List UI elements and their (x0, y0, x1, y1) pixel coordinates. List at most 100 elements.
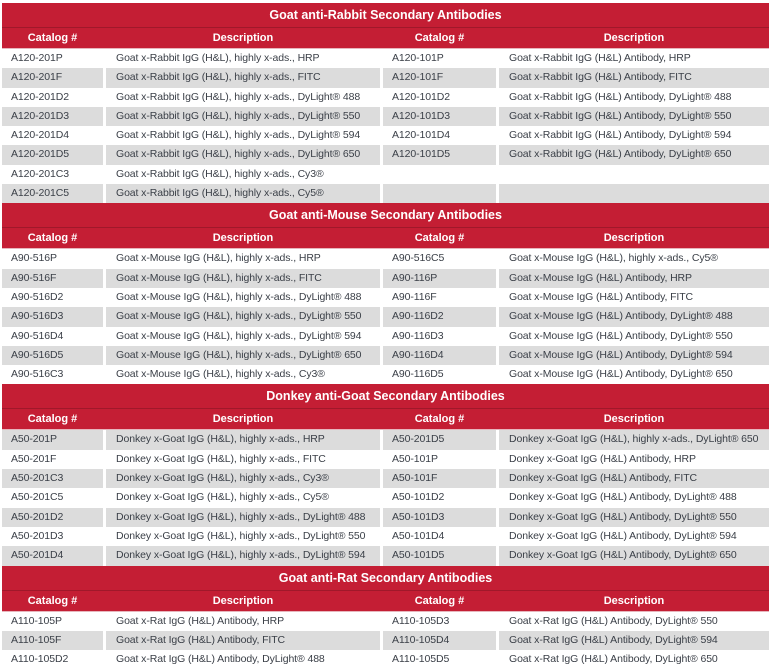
catalog-cell: A120-201P (2, 49, 103, 69)
description-cell (499, 184, 769, 204)
catalog-cell: A50-201D5 (383, 430, 496, 450)
description-cell: Goat x-Mouse IgG (H&L) Antibody, DyLight… (499, 307, 769, 327)
catalog-cell: A90-516F (2, 268, 103, 288)
table-header-row: Catalog # Description Catalog # Description (2, 28, 769, 49)
description-cell: Donkey x-Goat IgG (H&L), highly x-ads., … (499, 430, 769, 450)
catalog-cell: A120-201D2 (2, 87, 103, 107)
catalog-cell: A110-105D2 (2, 650, 103, 670)
column-header-catalog: Catalog # (414, 413, 465, 426)
table-row: A120-201D5 Goat x-Rabbit IgG (H&L), highl… (2, 145, 769, 165)
catalog-cell: A90-116D4 (383, 345, 496, 366)
column-header-catalog: Catalog # (27, 594, 78, 607)
table-row: A50-201D3 Donkey x-Goat IgG (H&L), highly… (2, 526, 769, 547)
section-title: Goat anti-Rabbit Secondary Antibodies (2, 3, 769, 28)
column-header-catalog: Catalog # (414, 594, 465, 607)
description-cell: Goat x-Mouse IgG (H&L), highly x-ads., D… (106, 307, 380, 327)
catalog-cell: A120-101D5 (383, 145, 496, 165)
description-cell: Donkey x-Goat IgG (H&L), highly x-ads., … (106, 449, 380, 470)
catalog-cell: A50-201F (2, 449, 103, 470)
table-row: A90-516P Goat x-Mouse IgG (H&L), highly x… (2, 249, 769, 269)
description-cell: Goat x-Rabbit IgG (H&L), highly x-ads., … (106, 87, 380, 107)
description-cell: Goat x-Mouse IgG (H&L), highly x-ads., H… (106, 249, 380, 269)
catalog-cell: A50-101F (383, 469, 496, 489)
description-cell: Donkey x-Goat IgG (H&L) Antibody, HRP (499, 449, 769, 470)
description-cell: Donkey x-Goat IgG (H&L) Antibody, DyLigh… (499, 507, 769, 527)
table-header-row: Catalog # Description Catalog # Description (2, 409, 769, 431)
catalog-cell: A50-201C5 (2, 488, 103, 508)
table-row: A90-516D4 Goat x-Mouse IgG (H&L), highly … (2, 326, 769, 346)
catalog-cell: A90-116P (383, 268, 496, 288)
catalog-cell (383, 164, 496, 185)
catalog-cell: A110-105D5 (383, 650, 496, 670)
catalog-cell: A110-105D3 (383, 611, 496, 631)
description-cell: Goat x-Mouse IgG (H&L) Antibody, DyLight… (499, 326, 769, 346)
description-cell: Goat x-Mouse IgG (H&L), highly x-ads., C… (499, 249, 769, 269)
description-cell: Goat x-Mouse IgG (H&L) Antibody, DyLight… (499, 345, 769, 366)
catalog-cell: A50-101D4 (383, 526, 496, 547)
column-header-description: Description (212, 32, 274, 44)
catalog-cell: A120-201D4 (2, 126, 103, 146)
table-row: A120-201C5 Goat x-Rabbit IgG (H&L), highl… (2, 184, 769, 204)
table-row: A120-201C3 Goat x-Rabbit IgG (H&L), highl… (2, 164, 769, 185)
column-header-description: Description (212, 594, 274, 607)
description-cell: Goat x-Rabbit IgG (H&L), highly x-ads., … (106, 49, 380, 69)
table-row: A120-201F Goat x-Rabbit IgG (H&L), highly… (2, 68, 769, 88)
table-row: A90-516C3 Goat x-Mouse IgG (H&L), highly … (2, 365, 769, 385)
catalog-cell: A90-116F (383, 287, 496, 308)
catalog-cell: A90-116D3 (383, 326, 496, 346)
catalog-cell: A90-516D2 (2, 287, 103, 308)
description-cell: Goat x-Mouse IgG (H&L) Antibody, HRP (499, 268, 769, 288)
description-cell: Goat x-Mouse IgG (H&L) Antibody, FITC (499, 287, 769, 308)
catalog-cell: A90-116D2 (383, 307, 496, 327)
description-cell: Goat x-Mouse IgG (H&L), highly x-ads., F… (106, 268, 380, 288)
description-cell: Donkey x-Goat IgG (H&L), highly x-ads., … (106, 526, 380, 547)
catalog-cell: A90-116D5 (383, 365, 496, 385)
table-row: A120-201D2 Goat x-Rabbit IgG (H&L), highl… (2, 87, 769, 107)
description-cell: Goat x-Rabbit IgG (H&L), highly x-ads., … (106, 184, 380, 204)
catalog-cell: A90-516D5 (2, 345, 103, 366)
table-row: A120-201D4 Goat x-Rabbit IgG (H&L), highl… (2, 126, 769, 146)
table-row: A50-201D4 Donkey x-Goat IgG (H&L), highly… (2, 546, 769, 566)
table-row: A90-516D5 Goat x-Mouse IgG (H&L), highly … (2, 345, 769, 366)
table-header-row: Catalog # Description Catalog # Description (2, 590, 769, 612)
description-cell: Donkey x-Goat IgG (H&L), highly x-ads., … (106, 488, 380, 508)
section-goat-anti-rabbit: Goat anti-Rabbit Secondary Antibodies Cat… (2, 3, 769, 204)
description-cell: Goat x-Rabbit IgG (H&L), highly x-ads., … (106, 164, 380, 185)
column-header-description: Description (603, 232, 665, 245)
catalog-cell: A120-201D3 (2, 106, 103, 127)
description-cell: Goat x-Rabbit IgG (H&L) Antibody, DyLigh… (499, 145, 769, 165)
catalog-cell: A50-101P (383, 449, 496, 470)
description-cell: Goat x-Mouse IgG (H&L), highly x-ads., C… (106, 365, 380, 385)
table-row: A50-201P Donkey x-Goat IgG (H&L), highly … (2, 430, 769, 450)
description-cell: Goat x-Mouse IgG (H&L), highly x-ads., D… (106, 345, 380, 366)
table-row: A110-105D2 Goat x-Rat IgG (H&L) Antibody,… (2, 650, 769, 670)
catalog-cell: A50-101D5 (383, 546, 496, 566)
table-row: A120-201P Goat x-Rabbit IgG (H&L), highly… (2, 49, 769, 69)
table-row: A50-201F Donkey x-Goat IgG (H&L), highly … (2, 449, 769, 470)
description-cell: Donkey x-Goat IgG (H&L), highly x-ads., … (106, 469, 380, 489)
section-donkey-anti-goat: Donkey anti-Goat Secondary Antibodies Cat… (2, 384, 769, 566)
table-row: A90-516F Goat x-Mouse IgG (H&L), highly x… (2, 268, 769, 288)
catalog-cell: A90-516P (2, 249, 103, 269)
description-cell: Goat x-Rabbit IgG (H&L), highly x-ads., … (106, 106, 380, 127)
description-cell: Goat x-Rat IgG (H&L) Antibody, DyLight® … (499, 611, 769, 631)
description-cell: Goat x-Rabbit IgG (H&L), highly x-ads., … (106, 145, 380, 165)
description-cell: Donkey x-Goat IgG (H&L) Antibody, DyLigh… (499, 526, 769, 547)
table-row: A50-201D2 Donkey x-Goat IgG (H&L), highly… (2, 507, 769, 527)
description-cell: Donkey x-Goat IgG (H&L), highly x-ads., … (106, 507, 380, 527)
description-cell: Goat x-Rat IgG (H&L) Antibody, DyLight® … (106, 650, 380, 670)
column-header-description: Description (212, 413, 274, 426)
catalog-cell: A50-201D3 (2, 526, 103, 547)
description-cell: Goat x-Rabbit IgG (H&L), highly x-ads., … (106, 68, 380, 88)
description-cell: Goat x-Mouse IgG (H&L), highly x-ads., D… (106, 326, 380, 346)
catalog-cell: A110-105P (2, 611, 103, 631)
description-cell: Goat x-Rat IgG (H&L) Antibody, DyLight® … (499, 630, 769, 651)
catalog-cell: A90-516C3 (2, 365, 103, 385)
catalog-cell: A120-201D5 (2, 145, 103, 165)
section-title: Goat anti-Mouse Secondary Antibodies (2, 203, 769, 229)
description-cell: Goat x-Mouse IgG (H&L) Antibody, DyLight… (499, 365, 769, 385)
catalog-cell: A50-101D3 (383, 507, 496, 527)
catalog-cell: A120-201C5 (2, 184, 103, 204)
description-cell: Goat x-Rat IgG (H&L) Antibody, FITC (106, 630, 380, 651)
